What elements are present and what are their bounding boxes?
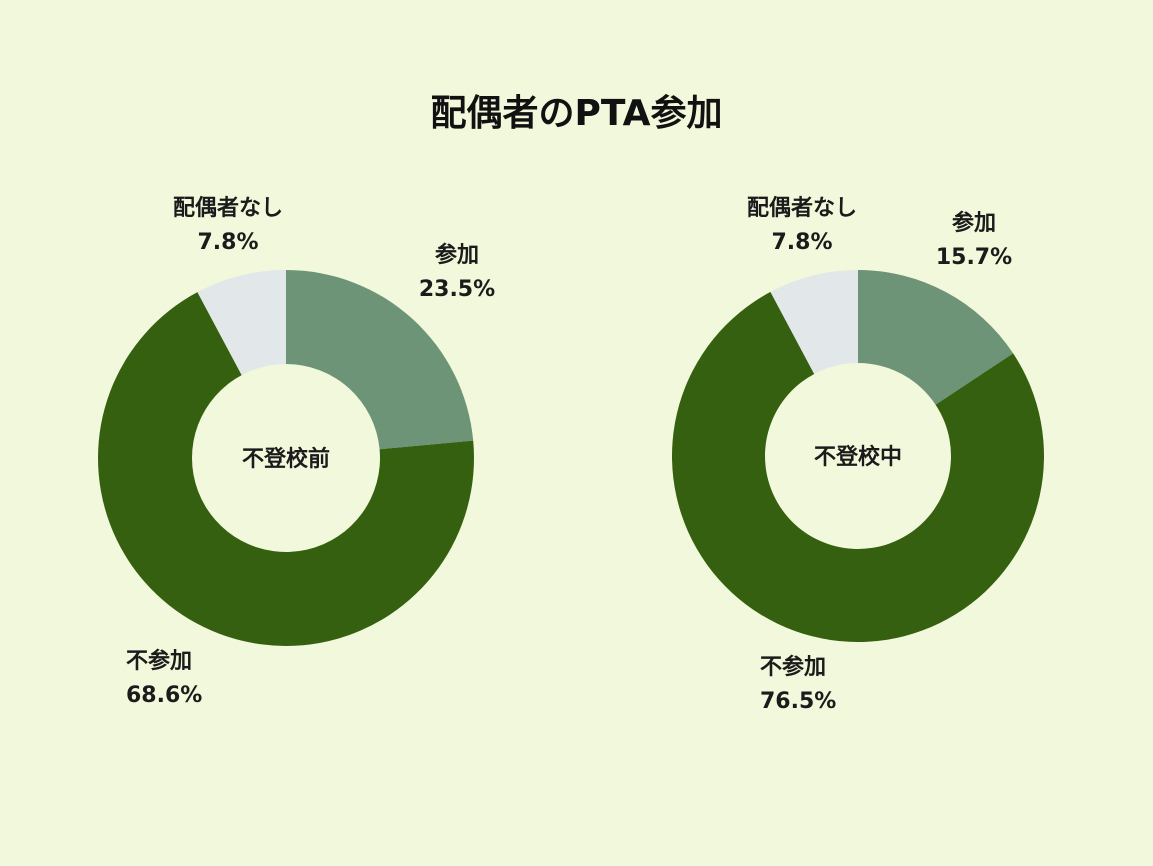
- slice-label-no-spouse: 配偶者なし: [173, 196, 283, 221]
- slice-label-participate: 参加: [435, 242, 479, 268]
- slice-participate: [858, 270, 1014, 405]
- slice-value-no-spouse: 7.8%: [197, 230, 258, 255]
- slice-value-participate: 15.7%: [936, 245, 1012, 270]
- slice-value-not-participate: 76.5%: [760, 689, 836, 714]
- slice-value-no-spouse: 7.8%: [771, 230, 832, 255]
- slice-label-participate: 参加: [952, 210, 996, 236]
- slice-label-not-participate: 不参加: [760, 654, 826, 680]
- slice-participate: [286, 270, 474, 450]
- slice-no-spouse: [197, 270, 286, 376]
- donut-chart-1: 参加 23.5% 不参加 68.6% 配偶者なし 7.8% 不登校前: [97, 196, 495, 708]
- donut-chart-2: 参加 15.7% 不参加 76.5% 配偶者なし 7.8% 不登校中: [672, 196, 1044, 714]
- slice-label-not-participate: 不参加: [126, 648, 192, 674]
- slice-label-no-spouse: 配偶者なし: [747, 196, 857, 221]
- donut-center-label: 不登校中: [814, 444, 902, 470]
- donut-center-label: 不登校前: [242, 446, 330, 472]
- slice-value-participate: 23.5%: [419, 277, 495, 302]
- chart-title: 配偶者のPTA参加: [430, 93, 723, 134]
- slice-not-participate: [672, 291, 1044, 643]
- slice-not-participate: [97, 292, 474, 646]
- slice-no-spouse: [770, 270, 858, 374]
- slice-value-not-participate: 68.6%: [126, 683, 202, 708]
